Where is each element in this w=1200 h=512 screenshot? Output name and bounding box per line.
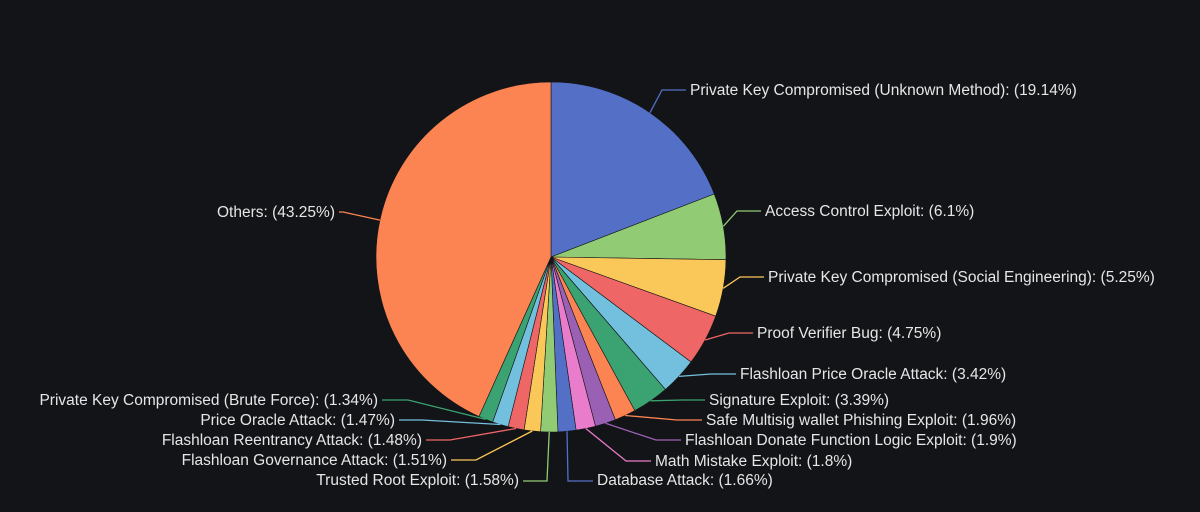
leader-line: [339, 211, 381, 221]
slice-label: Private Key Compromised (Social Engineer…: [768, 269, 1155, 286]
leader-line: [625, 414, 702, 421]
leader-line: [451, 430, 533, 461]
slice-label: Flashloan Donate Function Logic Exploit:…: [685, 432, 1017, 449]
leader-line: [523, 431, 550, 482]
slice-label: Private Key Compromised (Brute Force): (…: [39, 392, 378, 409]
leader-line: [382, 399, 486, 421]
slice-label: Database Attack: (1.66%): [597, 472, 773, 489]
leader-line: [399, 419, 501, 426]
slice-label: Price Oracle Attack: (1.47%): [200, 412, 395, 429]
slice-label: Flashloan Price Oracle Attack: (3.42%): [740, 366, 1006, 383]
slice-label: Flashloan Governance Attack: (1.51%): [182, 452, 447, 469]
leader-line: [650, 399, 705, 402]
leader-line: [722, 276, 764, 289]
leader-line: [426, 427, 517, 441]
slice-label: Signature Exploit: (3.39%): [709, 392, 889, 409]
slice-label: Private Key Compromised (Unknown Method)…: [690, 82, 1077, 99]
slice-label: Others: (43.25%): [217, 204, 335, 221]
pie-slice[interactable]: [550, 81, 715, 258]
slice-labels: Private Key Compromised (Unknown Method)…: [39, 82, 1154, 489]
leader-line: [605, 422, 681, 441]
pie-slices: [375, 81, 727, 433]
slice-label: Proof Verifier Bug: (4.75%): [757, 325, 941, 342]
leader-line: [678, 373, 736, 378]
slice-label: Trusted Root Exploit: (1.58%): [316, 472, 519, 489]
leader-line: [566, 431, 593, 482]
leader-line: [649, 89, 686, 113]
slice-label: Safe Multisig wallet Phishing Exploit: (…: [706, 412, 1016, 429]
leader-line: [585, 427, 651, 462]
slice-label: Math Mistake Exploit: (1.8%): [655, 453, 852, 470]
label-leader-lines: [339, 89, 764, 482]
leader-line: [704, 332, 753, 341]
leader-line: [722, 210, 761, 227]
slice-label: Flashloan Reentrancy Attack: (1.48%): [162, 432, 422, 449]
slice-label: Access Control Exploit: (6.1%): [765, 203, 974, 220]
